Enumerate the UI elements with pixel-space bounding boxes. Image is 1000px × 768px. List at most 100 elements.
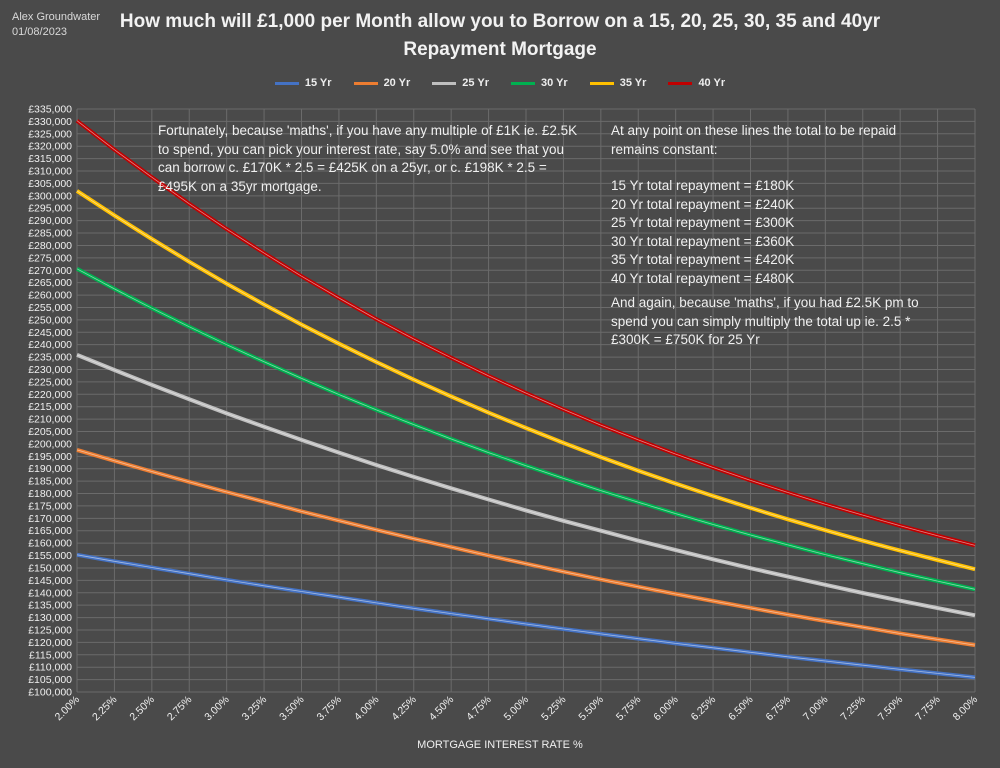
y-tick-label: £260,000: [28, 290, 72, 302]
author-block: Alex Groundwater 01/08/2023: [12, 10, 100, 40]
y-tick-label: £290,000: [28, 215, 72, 227]
legend-item-20yr: 20 Yr: [353, 77, 411, 89]
y-tick-label: £115,000: [29, 649, 72, 661]
y-tick-label: £240,000: [28, 339, 72, 351]
y-tick-label: £295,000: [28, 203, 72, 215]
y-tick-label: £110,000: [29, 662, 72, 674]
x-tick-label: 6.25%: [689, 694, 719, 724]
x-tick-label: 6.00%: [651, 694, 681, 724]
y-tick-label: £250,000: [28, 314, 72, 326]
author-name: Alex Groundwater: [12, 11, 101, 23]
note-left-text: Fortunately, because 'maths', if you hav…: [158, 123, 578, 194]
y-tick-label: £320,000: [28, 141, 72, 153]
x-tick-label: 3.75%: [314, 694, 344, 724]
y-tick-label: £285,000: [28, 228, 72, 240]
legend-label-25yr: 25 Yr: [462, 77, 489, 89]
y-tick-label: £155,000: [28, 550, 72, 562]
y-tick-label: £140,000: [28, 587, 72, 599]
note-right-outro: And again, because 'maths', if you had £…: [611, 295, 919, 347]
y-tick-label: £210,000: [28, 414, 72, 426]
note-right-multiply: And again, because 'maths', if you had £…: [611, 294, 951, 350]
x-tick-label: 4.00%: [352, 694, 382, 724]
legend-swatch-40yr: [668, 81, 693, 85]
y-tick-label: £280,000: [28, 240, 72, 252]
y-tick-label: £190,000: [28, 463, 72, 475]
x-tick-label: 3.50%: [277, 694, 307, 724]
legend-item-40yr: 40 Yr: [668, 77, 725, 89]
x-tick-label: 5.00%: [502, 694, 532, 724]
x-tick-label: 2.25%: [90, 694, 120, 724]
y-tick-label: £195,000: [28, 451, 72, 463]
x-tick-label: 3.25%: [240, 694, 270, 724]
legend-swatch-25yr: [432, 81, 457, 85]
legend-item-35yr: 35 Yr: [589, 77, 647, 89]
x-tick-label: 4.50%: [427, 694, 457, 724]
chart-legend: 15 Yr 20 Yr 25 Yr 30 Yr 35 Yr 40 Yr: [0, 77, 1000, 89]
x-tick-label: 6.50%: [726, 694, 756, 724]
legend-swatch-15yr: [274, 81, 299, 85]
y-tick-label: £125,000: [28, 624, 72, 636]
author-date: 01/08/2023: [12, 26, 68, 38]
note-total-20yr: 20 Yr total repayment = £240K: [611, 196, 795, 212]
x-tick-label: 2.75%: [165, 694, 195, 724]
y-tick-label: £245,000: [28, 327, 72, 339]
y-tick-label: £100,000: [28, 687, 72, 699]
y-tick-label: £145,000: [28, 575, 72, 587]
legend-item-30yr: 30 Yr: [511, 77, 568, 89]
y-tick-label: £270,000: [28, 265, 72, 277]
x-tick-label: 7.00%: [801, 694, 831, 724]
legend-label-15yr: 15 Yr: [304, 77, 332, 89]
legend-swatch-35yr: [589, 81, 614, 85]
y-tick-label: £215,000: [28, 401, 72, 413]
x-tick-label: 6.75%: [763, 694, 793, 724]
note-right-intro: At any point on these lines the total to…: [611, 123, 897, 157]
x-axis-label: MORTGAGE INTEREST RATE %: [417, 739, 583, 751]
y-tick-label: £325,000: [28, 128, 72, 140]
y-tick-label: £130,000: [28, 612, 72, 624]
y-tick-label: £300,000: [28, 190, 72, 202]
x-tick-label: 5.25%: [539, 694, 569, 724]
y-tick-label: £310,000: [28, 166, 72, 178]
x-tick-label: 5.75%: [614, 694, 644, 724]
note-total-30yr: 30 Yr total repayment = £360K: [611, 233, 795, 249]
y-tick-label: £200,000: [28, 438, 72, 450]
note-right-totals: At any point on these lines the total to…: [611, 122, 941, 288]
legend-swatch-20yr: [353, 81, 378, 85]
y-tick-label: £205,000: [28, 426, 72, 438]
x-tick-label: 3.00%: [202, 694, 232, 724]
note-total-15yr: 15 Yr total repayment = £180K: [611, 178, 795, 193]
y-tick-label: £225,000: [28, 376, 72, 388]
legend-item-15yr: 15 Yr: [274, 77, 332, 89]
y-tick-label: £105,000: [28, 674, 72, 686]
note-total-35yr: 35 Yr total repayment = £420K: [611, 252, 795, 267]
y-tick-label: £330,000: [28, 116, 72, 128]
legend-label-35yr: 35 Yr: [619, 77, 647, 89]
y-tick-label: £175,000: [28, 500, 72, 512]
y-tick-label: £335,000: [28, 104, 72, 116]
y-tick-label: £185,000: [28, 476, 72, 488]
note-spacer: [611, 159, 941, 177]
y-tick-label: £275,000: [28, 252, 72, 264]
y-tick-label: £220,000: [28, 389, 72, 401]
x-tick-label: 2.50%: [127, 694, 157, 724]
x-tick-label: 4.75%: [464, 694, 494, 724]
y-tick-label: £235,000: [28, 352, 72, 364]
y-tick-label: £135,000: [28, 600, 72, 612]
legend-label-30yr: 30 Yr: [541, 77, 568, 89]
y-tick-label: £165,000: [28, 525, 72, 537]
x-tick-label: 7.50%: [876, 694, 906, 724]
y-tick-label: £315,000: [28, 153, 72, 165]
y-tick-label: £160,000: [28, 538, 72, 550]
y-tick-label: £305,000: [28, 178, 72, 190]
legend-label-20yr: 20 Yr: [383, 77, 411, 89]
y-tick-label: £180,000: [28, 488, 72, 500]
note-total-25yr: 25 Yr total repayment = £300K: [611, 215, 795, 230]
y-tick-label: £265,000: [28, 277, 72, 289]
y-tick-label: £230,000: [28, 364, 72, 376]
y-tick-label: £255,000: [28, 302, 72, 314]
note-total-40yr: 40 Yr total repayment = £480K: [611, 270, 795, 286]
y-tick-label: £150,000: [28, 562, 72, 574]
y-tick-label: £120,000: [28, 637, 72, 649]
